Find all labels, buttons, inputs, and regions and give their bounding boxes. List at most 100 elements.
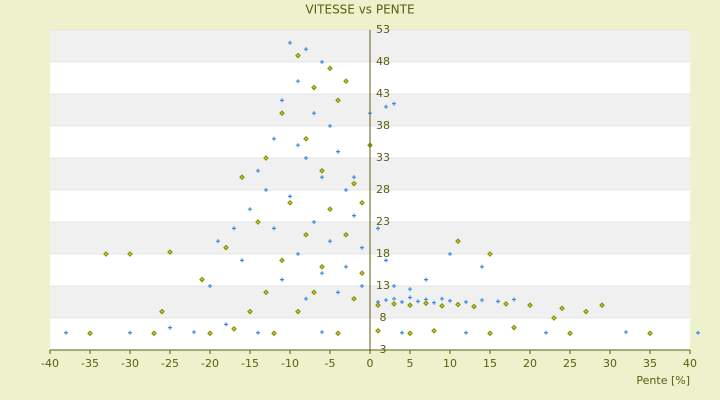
point: [288, 194, 292, 199]
point: [599, 302, 605, 309]
point: [303, 135, 309, 142]
point: [280, 98, 284, 103]
point: [392, 296, 396, 301]
point: [103, 251, 109, 257]
point: [208, 284, 212, 288]
point: [359, 199, 365, 206]
point: [271, 330, 277, 337]
y-tick-label: 18: [376, 247, 390, 260]
point: [311, 289, 317, 296]
point: [239, 174, 245, 181]
x-tick-label: 0: [367, 357, 374, 370]
point: [344, 264, 348, 269]
point: [559, 305, 565, 312]
point: [279, 257, 285, 264]
point: [199, 276, 205, 283]
y-tick-label: 13: [376, 279, 390, 292]
point: [384, 104, 388, 109]
point: [328, 124, 332, 128]
point: [392, 101, 396, 106]
point: [351, 295, 357, 302]
point: [320, 60, 324, 64]
point: [496, 299, 500, 304]
x-tick-label: 5: [407, 357, 414, 370]
point: [335, 97, 341, 104]
y-tick-label: 53: [376, 23, 390, 36]
point: [296, 143, 300, 148]
point: [303, 231, 309, 238]
point: [407, 330, 413, 337]
point: [624, 330, 628, 335]
point: [295, 308, 301, 315]
point: [696, 330, 700, 335]
point: [391, 301, 397, 307]
point: [567, 330, 573, 337]
point: [351, 180, 357, 187]
point: [296, 79, 300, 84]
point: [512, 297, 516, 302]
point: [448, 298, 452, 303]
point: [87, 330, 93, 337]
point: [159, 308, 165, 315]
point: [327, 206, 333, 213]
point: [263, 155, 269, 161]
point: [335, 330, 341, 337]
point: [544, 330, 548, 335]
point: [263, 289, 269, 296]
chart-title: VITESSE vs PENTE: [305, 3, 414, 17]
point: [320, 271, 324, 276]
point: [168, 325, 172, 330]
point: [192, 330, 196, 335]
point: [304, 296, 308, 301]
x-tick-label: -10: [281, 357, 299, 370]
point: [432, 300, 436, 305]
x-tick-label: -15: [241, 357, 259, 370]
point: [319, 167, 325, 174]
point: [319, 263, 325, 270]
point: [503, 301, 509, 307]
x-tick-label: -30: [121, 357, 139, 370]
point: [647, 330, 653, 337]
point: [304, 47, 308, 52]
y-tick-label: 8: [380, 311, 387, 324]
x-tick-label: 25: [563, 357, 577, 370]
point: [336, 149, 340, 154]
point: [127, 251, 133, 257]
point: [360, 245, 364, 250]
point: [232, 226, 236, 231]
point: [255, 219, 261, 225]
x-tick-label: 40: [683, 357, 697, 370]
y-tick-label: 48: [376, 55, 390, 68]
points: [64, 40, 700, 337]
point: [487, 330, 493, 337]
x-tick-label: 35: [643, 357, 657, 370]
point: [320, 330, 324, 335]
point: [359, 270, 365, 277]
x-axis-label: Pente [%]: [636, 374, 690, 387]
y-tick-label: 38: [376, 119, 390, 132]
y-tick-label: 28: [376, 183, 390, 196]
point: [551, 315, 557, 321]
point: [511, 324, 517, 331]
y-tick-label: 23: [376, 215, 390, 228]
point: [336, 290, 340, 295]
point: [328, 239, 332, 244]
point: [384, 298, 388, 303]
point: [392, 284, 396, 288]
point: [375, 327, 381, 334]
point: [408, 287, 412, 292]
point: [344, 188, 348, 192]
point: [320, 175, 324, 180]
point: [471, 303, 477, 310]
point: [312, 111, 316, 116]
point: [280, 277, 284, 282]
point: [400, 300, 404, 304]
point: [423, 300, 429, 307]
point: [352, 213, 356, 218]
point: [439, 302, 445, 309]
point: [64, 330, 68, 335]
y-tick-label: 33: [376, 151, 390, 164]
point: [376, 226, 380, 231]
point: [480, 264, 484, 269]
